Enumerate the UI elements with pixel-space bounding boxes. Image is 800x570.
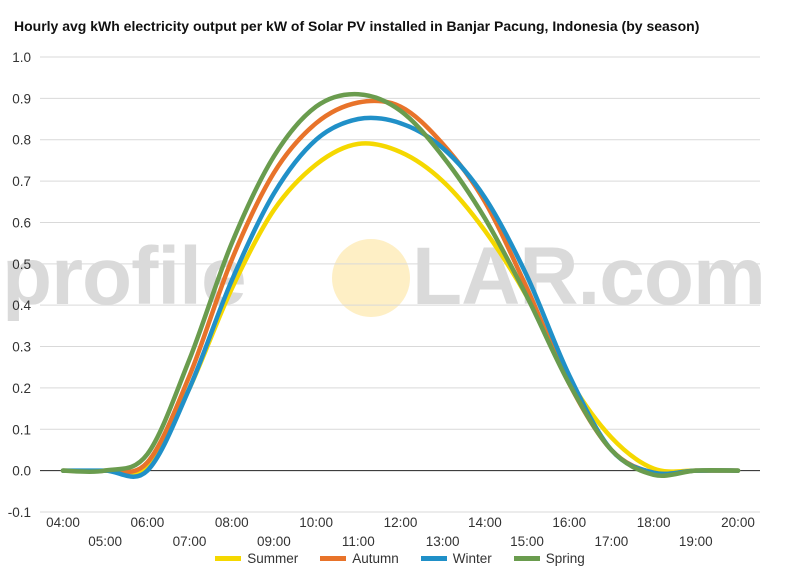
x-tick-label: 14:00 <box>468 515 502 530</box>
series-line-spring <box>60 91 741 478</box>
x-tick-label: 18:00 <box>637 515 671 530</box>
x-tick-label: 20:00 <box>721 515 755 530</box>
x-tick-label: 11:00 <box>342 534 375 549</box>
legend-label: Summer <box>247 550 299 566</box>
chart-title: Hourly avg kWh electricity output per kW… <box>14 18 700 34</box>
y-tick-label: 0.0 <box>12 464 31 479</box>
legend-item-autumn: Autumn <box>320 551 399 566</box>
legend-label: Spring <box>545 550 585 566</box>
watermark: profile LAR.com <box>0 226 800 336</box>
y-tick-label: 0.4 <box>12 298 31 313</box>
watermark-text-right: LAR.com <box>412 231 766 322</box>
legend-label: Autumn <box>352 550 399 566</box>
gridlines <box>40 56 760 513</box>
x-tick-label: 05:00 <box>88 534 122 549</box>
y-axis-labels: 1.0 0.9 0.8 0.7 0.6 0.5 0.4 0.3 0.2 0.1 0.0 -0.1 <box>8 50 32 520</box>
watermark-sun-logo <box>332 239 410 317</box>
x-tick-label: 15:00 <box>510 534 544 549</box>
x-axis-labels: 04:00 05:00 06:00 07:00 08:00 09:00 10:00 11:00… <box>46 515 755 549</box>
legend-item-winter: Winter <box>420 550 492 566</box>
y-tick-label: 1.0 <box>12 50 31 65</box>
x-tick-label: 10:00 <box>299 515 333 530</box>
y-tick-label: 0.7 <box>12 174 31 189</box>
x-tick-label: 06:00 <box>130 515 164 530</box>
watermark-text-left: profile <box>2 231 247 322</box>
legend-swatch <box>513 555 540 561</box>
x-tick-label: 08:00 <box>215 515 249 530</box>
legend-swatch <box>320 555 347 561</box>
legend-item-summer: Summer <box>215 551 298 566</box>
x-tick-label: 12:00 <box>384 515 418 530</box>
x-tick-label: 07:00 <box>173 534 207 549</box>
legend-swatch <box>215 555 242 561</box>
x-tick-label: 09:00 <box>257 534 291 549</box>
legend-swatch <box>420 555 447 561</box>
x-tick-label: 04:00 <box>46 515 80 530</box>
legend-label: Winter <box>452 550 492 566</box>
series-lines <box>60 91 741 479</box>
y-tick-label: 0.1 <box>12 422 31 437</box>
y-tick-label: 0.3 <box>12 340 31 355</box>
y-tick-label: 0.8 <box>12 133 31 148</box>
y-tick-label: 0.2 <box>12 381 31 396</box>
x-tick-label: 19:00 <box>679 534 713 549</box>
y-tick-label: 0.9 <box>12 91 31 106</box>
x-tick-label: 16:00 <box>552 515 586 530</box>
legend: Summer Autumn Winter Spring <box>0 548 800 568</box>
x-tick-label: 17:00 <box>595 534 629 549</box>
legend-item-spring: Spring <box>513 550 585 566</box>
y-tick-label: -0.1 <box>8 505 31 520</box>
y-tick-label: 0.6 <box>12 215 31 230</box>
x-tick-label: 13:00 <box>426 534 460 549</box>
y-tick-label: 0.5 <box>12 257 31 272</box>
